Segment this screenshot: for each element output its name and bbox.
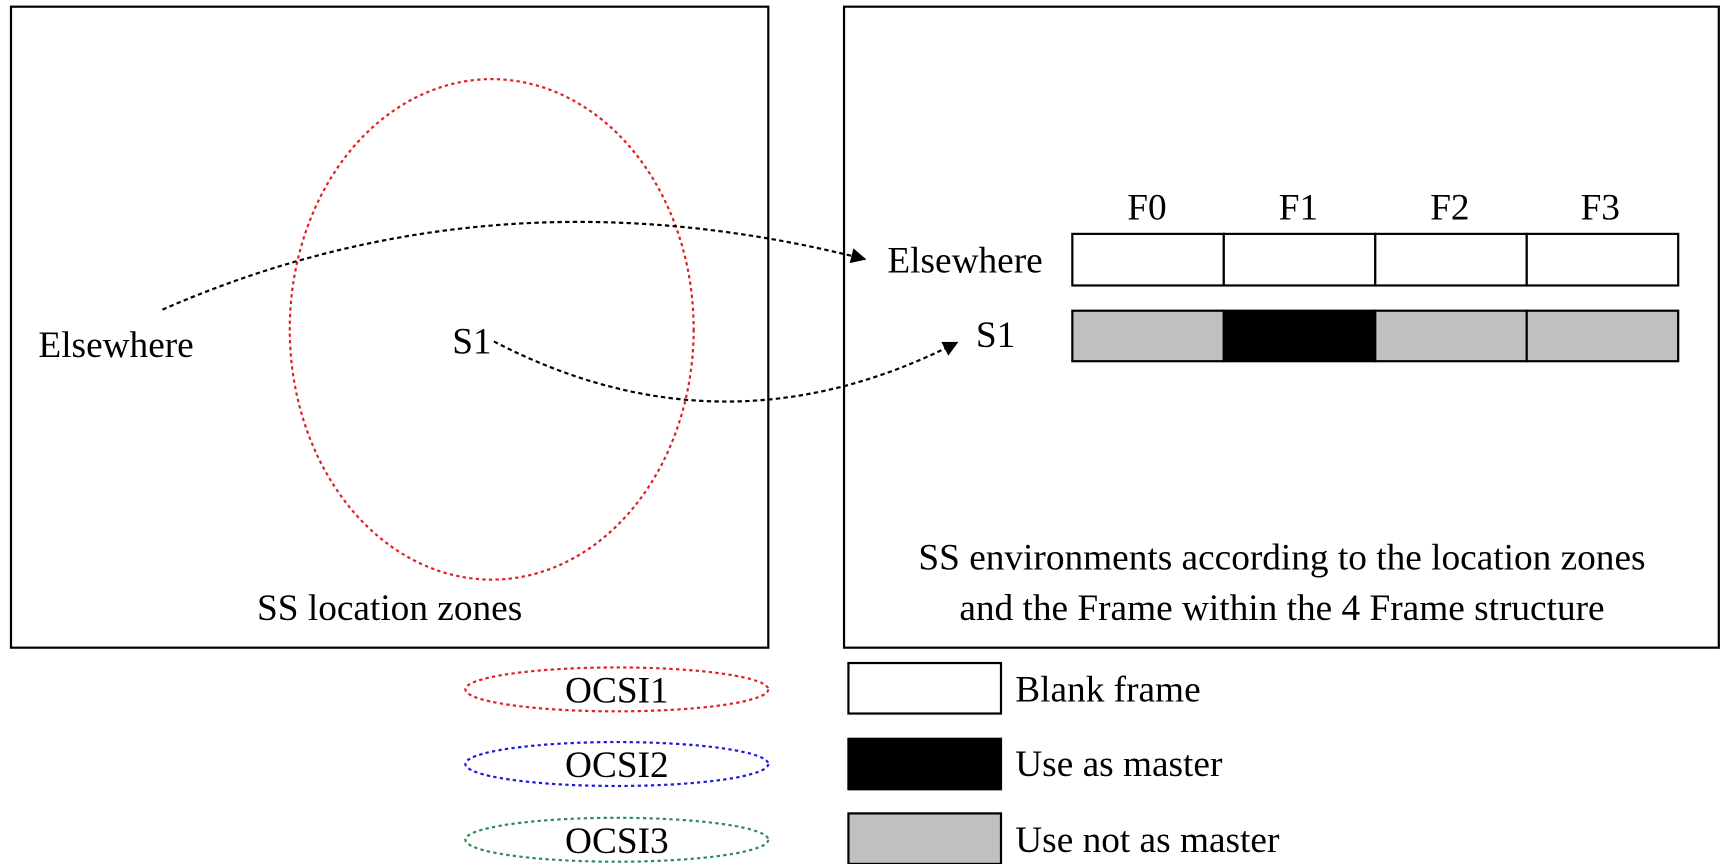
frame-cell <box>1374 232 1528 287</box>
zone-ellipse <box>288 78 695 581</box>
frame-cell <box>1222 309 1377 363</box>
legend-box <box>847 661 1003 715</box>
frame-header: F1 <box>1279 188 1318 229</box>
panel-caption: SS location zones <box>257 588 522 629</box>
frame-row <box>1071 309 1680 363</box>
zone-label: S1 <box>452 322 491 363</box>
legend-label: Blank frame <box>1015 669 1200 710</box>
frame-header: F3 <box>1581 188 1620 229</box>
frame-cell <box>1071 232 1225 287</box>
frame-header: F2 <box>1430 188 1469 229</box>
right-panel <box>842 5 1720 649</box>
arrow <box>162 220 867 311</box>
frame-cell <box>1071 309 1225 363</box>
frame-row <box>1071 232 1680 287</box>
legend-label: Use as master <box>1015 744 1223 785</box>
legend-label: OCSI2 <box>565 745 669 786</box>
legend-label: Use not as master <box>1015 820 1280 861</box>
row-label: S1 <box>976 315 1015 356</box>
frame-cell <box>1222 232 1377 287</box>
legend-ellipse <box>464 740 770 788</box>
panel-caption: and the Frame within the 4 Frame structu… <box>959 588 1604 629</box>
legend-ellipse <box>464 816 770 863</box>
legend-label: OCSI3 <box>565 821 669 862</box>
zone-label: Elsewhere <box>38 325 193 366</box>
legend-box <box>847 737 1003 791</box>
frame-cell <box>1525 232 1680 287</box>
frame-header: F0 <box>1127 188 1166 229</box>
arrow <box>493 340 959 403</box>
frame-cell <box>1374 309 1528 363</box>
legend-ellipse <box>464 666 770 713</box>
legend-label: OCSI1 <box>565 671 669 712</box>
left-panel <box>9 5 770 649</box>
frame-cell <box>1525 309 1680 363</box>
legend-box <box>847 812 1003 864</box>
panel-caption: SS environments according to the locatio… <box>918 538 1645 579</box>
row-label: Elsewhere <box>887 240 1042 281</box>
